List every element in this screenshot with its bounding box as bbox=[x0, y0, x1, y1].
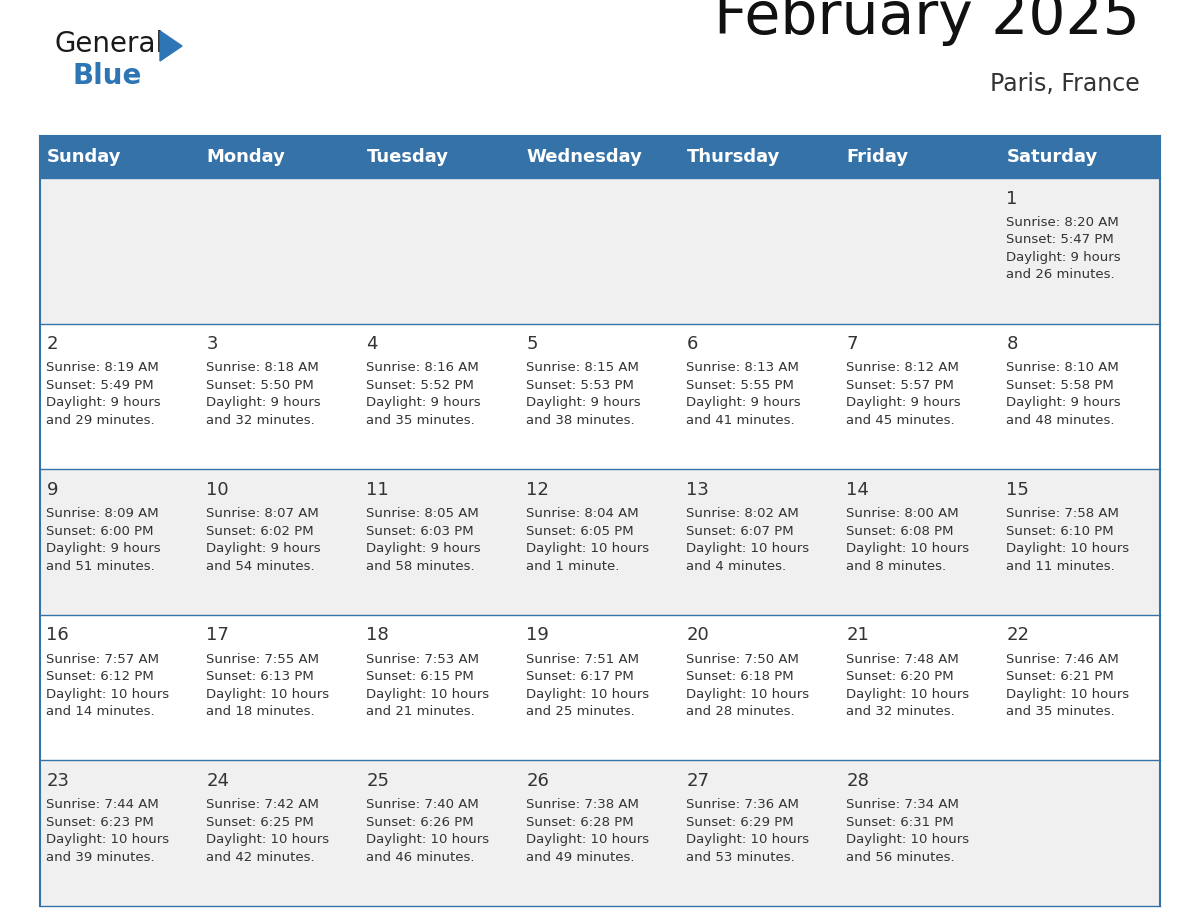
Bar bbox=[40, 615, 1159, 760]
Text: 18: 18 bbox=[366, 626, 390, 644]
Text: Sunrise: 7:46 AM
Sunset: 6:21 PM
Daylight: 10 hours
and 35 minutes.: Sunrise: 7:46 AM Sunset: 6:21 PM Dayligh… bbox=[1006, 653, 1130, 718]
Text: Sunrise: 8:04 AM
Sunset: 6:05 PM
Daylight: 10 hours
and 1 minute.: Sunrise: 8:04 AM Sunset: 6:05 PM Dayligh… bbox=[526, 507, 650, 573]
Text: 22: 22 bbox=[1006, 626, 1029, 644]
Text: Thursday: Thursday bbox=[687, 148, 779, 166]
Text: Sunrise: 7:51 AM
Sunset: 6:17 PM
Daylight: 10 hours
and 25 minutes.: Sunrise: 7:51 AM Sunset: 6:17 PM Dayligh… bbox=[526, 653, 650, 718]
Text: 23: 23 bbox=[46, 772, 69, 790]
Text: Sunrise: 8:10 AM
Sunset: 5:58 PM
Daylight: 9 hours
and 48 minutes.: Sunrise: 8:10 AM Sunset: 5:58 PM Dayligh… bbox=[1006, 362, 1121, 427]
Text: Sunrise: 8:05 AM
Sunset: 6:03 PM
Daylight: 9 hours
and 58 minutes.: Sunrise: 8:05 AM Sunset: 6:03 PM Dayligh… bbox=[366, 507, 481, 573]
Text: 25: 25 bbox=[366, 772, 390, 790]
Text: 28: 28 bbox=[846, 772, 870, 790]
Text: 7: 7 bbox=[846, 335, 858, 353]
Bar bbox=[40, 760, 1159, 906]
Text: Sunrise: 8:19 AM
Sunset: 5:49 PM
Daylight: 9 hours
and 29 minutes.: Sunrise: 8:19 AM Sunset: 5:49 PM Dayligh… bbox=[46, 362, 162, 427]
Text: 21: 21 bbox=[846, 626, 870, 644]
Text: Blue: Blue bbox=[72, 62, 143, 90]
Text: 10: 10 bbox=[207, 481, 229, 498]
Text: Sunrise: 7:36 AM
Sunset: 6:29 PM
Daylight: 10 hours
and 53 minutes.: Sunrise: 7:36 AM Sunset: 6:29 PM Dayligh… bbox=[687, 799, 809, 864]
Text: Tuesday: Tuesday bbox=[366, 148, 448, 166]
Bar bbox=[40, 469, 1159, 615]
Text: 3: 3 bbox=[207, 335, 217, 353]
Text: 13: 13 bbox=[687, 481, 709, 498]
Text: General: General bbox=[55, 30, 164, 58]
Text: 6: 6 bbox=[687, 335, 697, 353]
Text: Sunrise: 8:16 AM
Sunset: 5:52 PM
Daylight: 9 hours
and 35 minutes.: Sunrise: 8:16 AM Sunset: 5:52 PM Dayligh… bbox=[366, 362, 481, 427]
Text: Sunrise: 8:13 AM
Sunset: 5:55 PM
Daylight: 9 hours
and 41 minutes.: Sunrise: 8:13 AM Sunset: 5:55 PM Dayligh… bbox=[687, 362, 801, 427]
Text: Sunrise: 7:48 AM
Sunset: 6:20 PM
Daylight: 10 hours
and 32 minutes.: Sunrise: 7:48 AM Sunset: 6:20 PM Dayligh… bbox=[846, 653, 969, 718]
Text: Sunrise: 8:09 AM
Sunset: 6:00 PM
Daylight: 9 hours
and 51 minutes.: Sunrise: 8:09 AM Sunset: 6:00 PM Dayligh… bbox=[46, 507, 162, 573]
Text: 26: 26 bbox=[526, 772, 549, 790]
Text: 16: 16 bbox=[46, 626, 69, 644]
Text: Sunrise: 7:57 AM
Sunset: 6:12 PM
Daylight: 10 hours
and 14 minutes.: Sunrise: 7:57 AM Sunset: 6:12 PM Dayligh… bbox=[46, 653, 170, 718]
Polygon shape bbox=[160, 31, 182, 61]
Text: 14: 14 bbox=[846, 481, 870, 498]
Text: Sunrise: 7:50 AM
Sunset: 6:18 PM
Daylight: 10 hours
and 28 minutes.: Sunrise: 7:50 AM Sunset: 6:18 PM Dayligh… bbox=[687, 653, 809, 718]
Text: Sunrise: 8:07 AM
Sunset: 6:02 PM
Daylight: 9 hours
and 54 minutes.: Sunrise: 8:07 AM Sunset: 6:02 PM Dayligh… bbox=[207, 507, 321, 573]
Text: 24: 24 bbox=[207, 772, 229, 790]
Text: Sunrise: 8:02 AM
Sunset: 6:07 PM
Daylight: 10 hours
and 4 minutes.: Sunrise: 8:02 AM Sunset: 6:07 PM Dayligh… bbox=[687, 507, 809, 573]
Text: 2: 2 bbox=[46, 335, 58, 353]
Text: Sunrise: 7:44 AM
Sunset: 6:23 PM
Daylight: 10 hours
and 39 minutes.: Sunrise: 7:44 AM Sunset: 6:23 PM Dayligh… bbox=[46, 799, 170, 864]
Text: 5: 5 bbox=[526, 335, 538, 353]
Text: 17: 17 bbox=[207, 626, 229, 644]
Text: Monday: Monday bbox=[207, 148, 285, 166]
Text: Sunrise: 7:40 AM
Sunset: 6:26 PM
Daylight: 10 hours
and 46 minutes.: Sunrise: 7:40 AM Sunset: 6:26 PM Dayligh… bbox=[366, 799, 489, 864]
Text: Sunrise: 8:12 AM
Sunset: 5:57 PM
Daylight: 9 hours
and 45 minutes.: Sunrise: 8:12 AM Sunset: 5:57 PM Dayligh… bbox=[846, 362, 961, 427]
Text: Sunrise: 7:34 AM
Sunset: 6:31 PM
Daylight: 10 hours
and 56 minutes.: Sunrise: 7:34 AM Sunset: 6:31 PM Dayligh… bbox=[846, 799, 969, 864]
Text: February 2025: February 2025 bbox=[714, 0, 1140, 46]
Text: Sunrise: 8:20 AM
Sunset: 5:47 PM
Daylight: 9 hours
and 26 minutes.: Sunrise: 8:20 AM Sunset: 5:47 PM Dayligh… bbox=[1006, 216, 1121, 281]
Text: Sunrise: 7:53 AM
Sunset: 6:15 PM
Daylight: 10 hours
and 21 minutes.: Sunrise: 7:53 AM Sunset: 6:15 PM Dayligh… bbox=[366, 653, 489, 718]
Text: 8: 8 bbox=[1006, 335, 1018, 353]
Text: Paris, France: Paris, France bbox=[991, 72, 1140, 96]
Text: 12: 12 bbox=[526, 481, 549, 498]
Text: 19: 19 bbox=[526, 626, 549, 644]
Text: Friday: Friday bbox=[846, 148, 909, 166]
Text: Saturday: Saturday bbox=[1006, 148, 1098, 166]
Text: Sunrise: 7:38 AM
Sunset: 6:28 PM
Daylight: 10 hours
and 49 minutes.: Sunrise: 7:38 AM Sunset: 6:28 PM Dayligh… bbox=[526, 799, 650, 864]
Text: 11: 11 bbox=[366, 481, 390, 498]
Text: Sunday: Sunday bbox=[46, 148, 121, 166]
Bar bbox=[40, 324, 1159, 469]
Bar bbox=[40, 178, 1159, 324]
Text: Sunrise: 7:42 AM
Sunset: 6:25 PM
Daylight: 10 hours
and 42 minutes.: Sunrise: 7:42 AM Sunset: 6:25 PM Dayligh… bbox=[207, 799, 329, 864]
Text: 1: 1 bbox=[1006, 190, 1018, 207]
Text: Sunrise: 7:55 AM
Sunset: 6:13 PM
Daylight: 10 hours
and 18 minutes.: Sunrise: 7:55 AM Sunset: 6:13 PM Dayligh… bbox=[207, 653, 329, 718]
Text: Wednesday: Wednesday bbox=[526, 148, 643, 166]
Text: 15: 15 bbox=[1006, 481, 1029, 498]
Text: Sunrise: 8:18 AM
Sunset: 5:50 PM
Daylight: 9 hours
and 32 minutes.: Sunrise: 8:18 AM Sunset: 5:50 PM Dayligh… bbox=[207, 362, 321, 427]
Text: 27: 27 bbox=[687, 772, 709, 790]
Text: 4: 4 bbox=[366, 335, 378, 353]
Text: Sunrise: 8:00 AM
Sunset: 6:08 PM
Daylight: 10 hours
and 8 minutes.: Sunrise: 8:00 AM Sunset: 6:08 PM Dayligh… bbox=[846, 507, 969, 573]
Text: Sunrise: 8:15 AM
Sunset: 5:53 PM
Daylight: 9 hours
and 38 minutes.: Sunrise: 8:15 AM Sunset: 5:53 PM Dayligh… bbox=[526, 362, 642, 427]
Text: 20: 20 bbox=[687, 626, 709, 644]
Text: Sunrise: 7:58 AM
Sunset: 6:10 PM
Daylight: 10 hours
and 11 minutes.: Sunrise: 7:58 AM Sunset: 6:10 PM Dayligh… bbox=[1006, 507, 1130, 573]
Bar bbox=[40, 136, 1159, 178]
Text: 9: 9 bbox=[46, 481, 58, 498]
